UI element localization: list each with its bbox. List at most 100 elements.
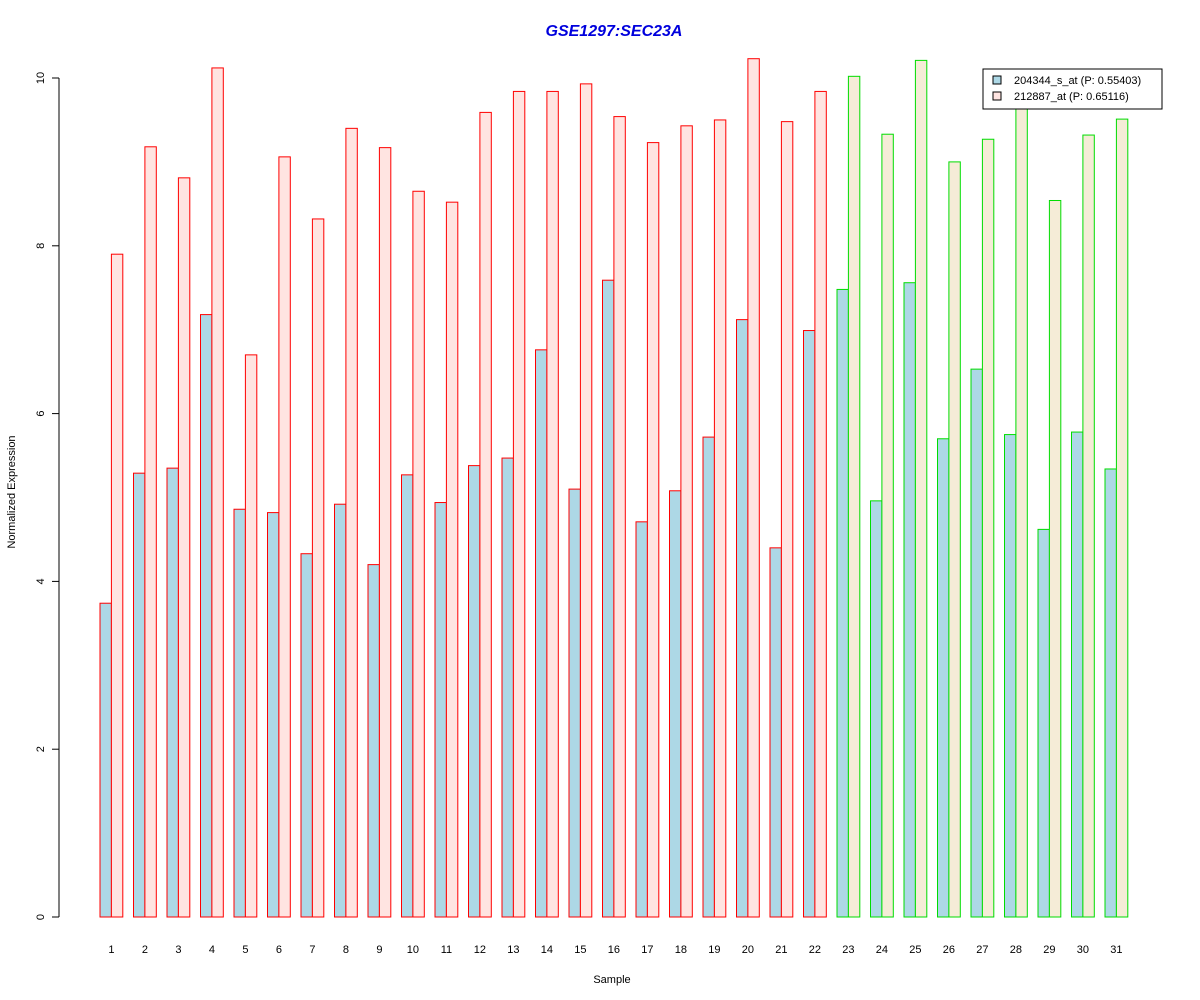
x-tick-label: 9	[376, 944, 382, 956]
bar-series-1-sample-22	[803, 330, 816, 918]
bar-series-1-sample-5	[233, 508, 246, 918]
bar-series-2-sample-5	[244, 354, 258, 918]
bar-series-2-sample-22	[814, 90, 827, 918]
x-axis-label: Sample	[593, 974, 630, 986]
bar-series-1-sample-9	[367, 564, 380, 918]
bar-series-1-sample-26	[937, 438, 950, 918]
bar-series-2-sample-1	[110, 253, 124, 918]
x-tick-label: 16	[608, 944, 620, 956]
bar-series-2-sample-3	[177, 177, 191, 918]
bar-series-2-sample-20	[747, 58, 760, 918]
bar-series-2-sample-17	[646, 142, 660, 918]
x-tick-label: 1	[108, 944, 114, 956]
bar-series-2-sample-9	[378, 147, 392, 918]
bar-series-2-sample-27	[981, 138, 995, 918]
bar-series-2-sample-26	[948, 161, 961, 918]
bar-series-1-sample-20	[736, 319, 749, 918]
bar-series-1-sample-7	[300, 553, 313, 918]
bar-series-1-sample-12	[468, 465, 481, 918]
bar-series-1-sample-18	[669, 490, 682, 918]
y-tick-label: 4	[35, 578, 47, 584]
bars	[99, 58, 1129, 918]
bar-series-2-sample-7	[311, 218, 325, 918]
x-tick-label: 21	[775, 944, 787, 956]
bar-series-1-sample-25	[903, 282, 916, 918]
bar-series-1-sample-13	[501, 457, 514, 918]
x-tick-label: 2	[142, 944, 148, 956]
y-axis: 0 2 4 6 8 10	[35, 72, 60, 920]
bar-series-1-sample-19	[702, 436, 715, 918]
bar-series-2-sample-12	[479, 111, 492, 918]
x-tick-label: 10	[407, 944, 419, 956]
x-tick-label: 18	[675, 944, 687, 956]
bar-series-2-sample-13	[512, 90, 526, 918]
bar-series-2-sample-23	[847, 75, 861, 918]
bar-series-2-sample-16	[613, 116, 626, 918]
bar-series-1-sample-28	[1004, 434, 1017, 918]
x-tick-label: 26	[943, 944, 955, 956]
x-tick-label: 30	[1077, 944, 1089, 956]
bar-series-2-sample-15	[579, 83, 593, 918]
bar-series-1-sample-1	[99, 602, 112, 918]
bar-series-2-sample-18	[680, 125, 693, 918]
bar-series-1-sample-15	[568, 488, 581, 918]
legend-swatch-series-1	[992, 75, 1002, 85]
bar-series-1-sample-31	[1104, 468, 1117, 918]
bar-series-1-sample-27	[970, 368, 983, 918]
x-tick-label: 13	[507, 944, 519, 956]
y-axis-label: Normalized Expression	[6, 435, 18, 548]
x-tick-label: 22	[809, 944, 821, 956]
bar-series-2-sample-28	[1015, 100, 1028, 918]
bar-series-2-sample-2	[144, 146, 157, 918]
x-tick-label: 7	[309, 944, 315, 956]
y-tick-label: 10	[35, 72, 47, 84]
bar-series-1-sample-6	[267, 512, 280, 918]
x-tick-label: 31	[1110, 944, 1122, 956]
bar-series-1-sample-11	[434, 502, 447, 918]
bar-series-2-sample-6	[278, 156, 291, 918]
x-tick-label: 19	[708, 944, 720, 956]
bar-series-1-sample-8	[334, 503, 347, 918]
legend-swatch-series-2	[992, 91, 1002, 101]
bar-series-2-sample-4	[211, 67, 224, 918]
legend-box	[982, 68, 1163, 110]
y-tick-label: 0	[35, 914, 47, 920]
bar-series-2-sample-11	[445, 201, 459, 918]
bar-series-1-sample-3	[166, 467, 179, 918]
x-tick-label: 20	[742, 944, 754, 956]
x-tick-label: 28	[1010, 944, 1022, 956]
bar-series-1-sample-10	[401, 474, 414, 918]
bar-series-2-sample-25	[914, 59, 928, 918]
y-tick-label: 6	[35, 411, 47, 417]
x-tick-label: 12	[474, 944, 486, 956]
legend-label-series-1: 204344_s_at (P: 0.55403)	[1014, 75, 1141, 87]
x-tick-label: 25	[909, 944, 921, 956]
bar-series-1-sample-23	[836, 288, 849, 918]
bar-series-2-sample-8	[345, 127, 358, 918]
x-tick-label: 23	[842, 944, 854, 956]
bar-series-1-sample-29	[1037, 528, 1050, 918]
bar-series-1-sample-2	[133, 472, 146, 918]
x-tick-labels: 1 2 3 4 5 6 7 8 9 10 11 12 13 14 15 16 17 18 19 20 21 22 23 24 2…	[108, 944, 1122, 956]
x-tick-label: 24	[876, 944, 888, 956]
x-tick-label: 8	[343, 944, 349, 956]
bar-series-2-sample-24	[881, 133, 894, 918]
bar-series-2-sample-30	[1082, 134, 1095, 918]
legend: 204344_s_at (P: 0.55403) 212887_at (P: 0…	[982, 68, 1163, 110]
x-tick-label: 14	[541, 944, 553, 956]
bar-series-2-sample-21	[780, 121, 794, 918]
x-tick-label: 11	[441, 944, 452, 956]
bar-series-2-sample-14	[546, 90, 559, 918]
y-tick-label: 2	[35, 746, 47, 752]
x-tick-label: 27	[976, 944, 988, 956]
bar-series-2-sample-19	[713, 119, 727, 918]
x-tick-label: 3	[175, 944, 181, 956]
bar-series-1-sample-14	[535, 349, 548, 918]
x-tick-label: 5	[242, 944, 248, 956]
x-tick-label: 6	[276, 944, 282, 956]
x-tick-label: 4	[209, 944, 215, 956]
bar-series-2-sample-10	[412, 190, 425, 918]
legend-label-series-2: 212887_at (P: 0.65116)	[1014, 91, 1129, 103]
bar-series-1-sample-4	[200, 314, 213, 918]
